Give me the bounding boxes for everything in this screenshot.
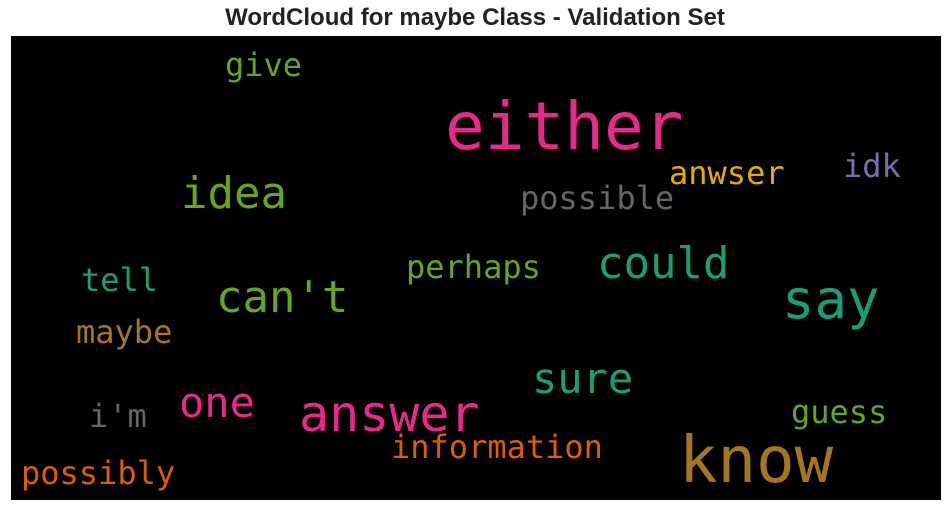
word-anwser: anwser [669, 154, 785, 192]
word-i-m: i'm [89, 397, 147, 435]
word-sure: sure [532, 354, 634, 403]
word-idea: idea [181, 168, 287, 219]
word-can-t: can't [216, 272, 349, 323]
word-one: one [179, 378, 255, 427]
word-maybe: maybe [76, 313, 173, 351]
word-either: either [445, 88, 684, 165]
word-possibly: possibly [21, 454, 176, 492]
word-perhaps: perhaps [406, 248, 541, 286]
word-give: give [225, 46, 303, 84]
word-know: know [679, 424, 834, 498]
word-answer: answer [299, 385, 480, 443]
word-tell: tell [81, 261, 159, 299]
word-idk: idk [843, 147, 901, 185]
word-information: information [391, 428, 603, 466]
word-possible: possible [520, 179, 675, 217]
word-could: could [597, 238, 730, 289]
chart-title: WordCloud for maybe Class - Validation S… [225, 4, 725, 31]
word-guess: guess [791, 393, 888, 431]
word-say: say [782, 268, 880, 331]
word-cloud-canvas: either know answer say could can't idea sure one… [11, 36, 941, 500]
